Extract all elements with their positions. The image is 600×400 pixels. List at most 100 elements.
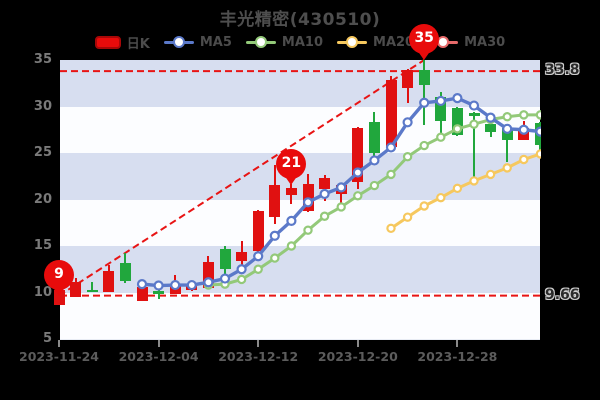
- legend-item-ma30: MA30: [428, 35, 505, 50]
- ma5-marker: [319, 188, 330, 200]
- x-axis-tick: [58, 340, 60, 347]
- ma20-marker: [386, 223, 396, 234]
- ma10-marker: [303, 225, 313, 235]
- marker-ring-icon: [254, 36, 267, 49]
- ma10-marker: [386, 169, 396, 180]
- ma10-marker: [270, 253, 280, 263]
- marker-ring-icon: [346, 36, 359, 49]
- legend-item-ma20: MA20: [337, 35, 414, 50]
- legend-item-day-k: 日K: [94, 33, 150, 52]
- ma20-marker: [535, 149, 541, 159]
- y-axis-label: 30: [33, 98, 52, 114]
- ma5-marker: [203, 277, 214, 288]
- ma10-marker: [336, 202, 346, 212]
- candle-body: [385, 79, 397, 148]
- ma5-marker: [170, 279, 181, 291]
- ma10-marker: [502, 112, 512, 122]
- price-balloon: 21: [276, 148, 307, 185]
- price-balloon-label: 35: [414, 30, 434, 46]
- x-axis-label: 2023-12-12: [218, 349, 299, 364]
- candle-body: [302, 183, 314, 211]
- y-axis-label: 25: [33, 145, 52, 160]
- ma20-marker: [469, 176, 479, 186]
- candle-body: [86, 289, 98, 293]
- x-axis-tick: [356, 340, 359, 347]
- ma5-marker: [485, 112, 496, 123]
- ma10-marker: [402, 152, 413, 162]
- ma20-line: [389, 152, 541, 230]
- candle-body: [269, 184, 281, 218]
- candle-body: [402, 70, 414, 88]
- ma10-marker: [436, 132, 446, 142]
- min-price-label: 9.66: [545, 286, 580, 303]
- ma5-marker: [153, 280, 164, 291]
- candle-wick: [423, 60, 426, 126]
- max-price-label: 33.8: [545, 62, 580, 79]
- candle-body: [252, 210, 264, 251]
- candle-wick: [91, 282, 94, 293]
- x-axis-tick: [456, 340, 459, 347]
- ma5-marker: [253, 251, 264, 262]
- candle-body: [435, 97, 447, 122]
- ma10-marker: [469, 119, 479, 129]
- candle-body: [451, 108, 463, 136]
- y-axis-label: 5: [42, 331, 52, 346]
- ma5-marker: [518, 124, 529, 135]
- x-axis-label: 2023-12-04: [118, 349, 199, 364]
- line-swatch-icon: [163, 36, 194, 49]
- x-axis-tick: [157, 340, 160, 347]
- ma5-marker: [302, 197, 314, 208]
- x-axis-label: 2023-12-28: [417, 349, 498, 364]
- y-axis-label: 35: [33, 52, 52, 67]
- ma5-marker: [452, 93, 463, 104]
- ma5-marker: [219, 273, 231, 284]
- ma-lines: [136, 93, 541, 291]
- candle-body: [418, 70, 430, 86]
- ma5-marker: [336, 182, 347, 193]
- y-axis-label: 15: [33, 238, 52, 253]
- ma20-marker: [436, 192, 446, 203]
- candle-swatch-icon: [94, 36, 121, 49]
- candle-body: [352, 128, 364, 182]
- ma10-marker: [319, 211, 330, 221]
- ma10-marker: [253, 264, 263, 274]
- candle-body: [468, 113, 480, 116]
- price-balloon-label: 21: [281, 154, 302, 171]
- ma5-marker: [502, 123, 513, 134]
- x-axis-tick: [257, 340, 260, 347]
- ma5-marker: [402, 117, 413, 128]
- ma20-marker: [402, 212, 413, 222]
- ma20-marker: [452, 183, 463, 194]
- marker-ring-icon: [172, 36, 185, 49]
- x-axis-label: 2023-12-20: [317, 349, 398, 364]
- price-balloon-label: 9: [54, 265, 64, 282]
- price-balloon: 35: [409, 24, 440, 60]
- ma20-marker: [519, 154, 529, 165]
- legend-item-ma10: MA10: [245, 35, 323, 50]
- candle-body: [368, 121, 380, 153]
- y-axis-label: 10: [33, 284, 52, 300]
- ma5-marker: [385, 142, 397, 153]
- legend-label: MA20: [373, 35, 415, 50]
- ma20-marker: [419, 201, 429, 211]
- ma5-marker: [269, 230, 280, 241]
- candle-wick: [472, 112, 476, 181]
- ma10-marker: [369, 180, 380, 191]
- x-axis-label: 2023-11-24: [19, 349, 99, 364]
- ma10-marker: [535, 110, 541, 120]
- ma10-marker: [519, 110, 529, 120]
- ma10-marker: [236, 274, 247, 285]
- candle-body: [103, 271, 115, 292]
- legend-label: MA5: [199, 35, 232, 50]
- candle-body: [119, 262, 131, 282]
- ma5-marker: [286, 215, 297, 226]
- x-axis-line: [60, 339, 540, 340]
- candle-wick: [340, 183, 343, 206]
- chart-title: 丰光精密(430510): [219, 10, 381, 30]
- line-swatch-icon: [337, 36, 368, 49]
- y-axis-label: 20: [33, 191, 52, 207]
- ma10-marker: [286, 241, 297, 251]
- ma5-marker: [136, 279, 148, 290]
- candle-body: [285, 188, 297, 195]
